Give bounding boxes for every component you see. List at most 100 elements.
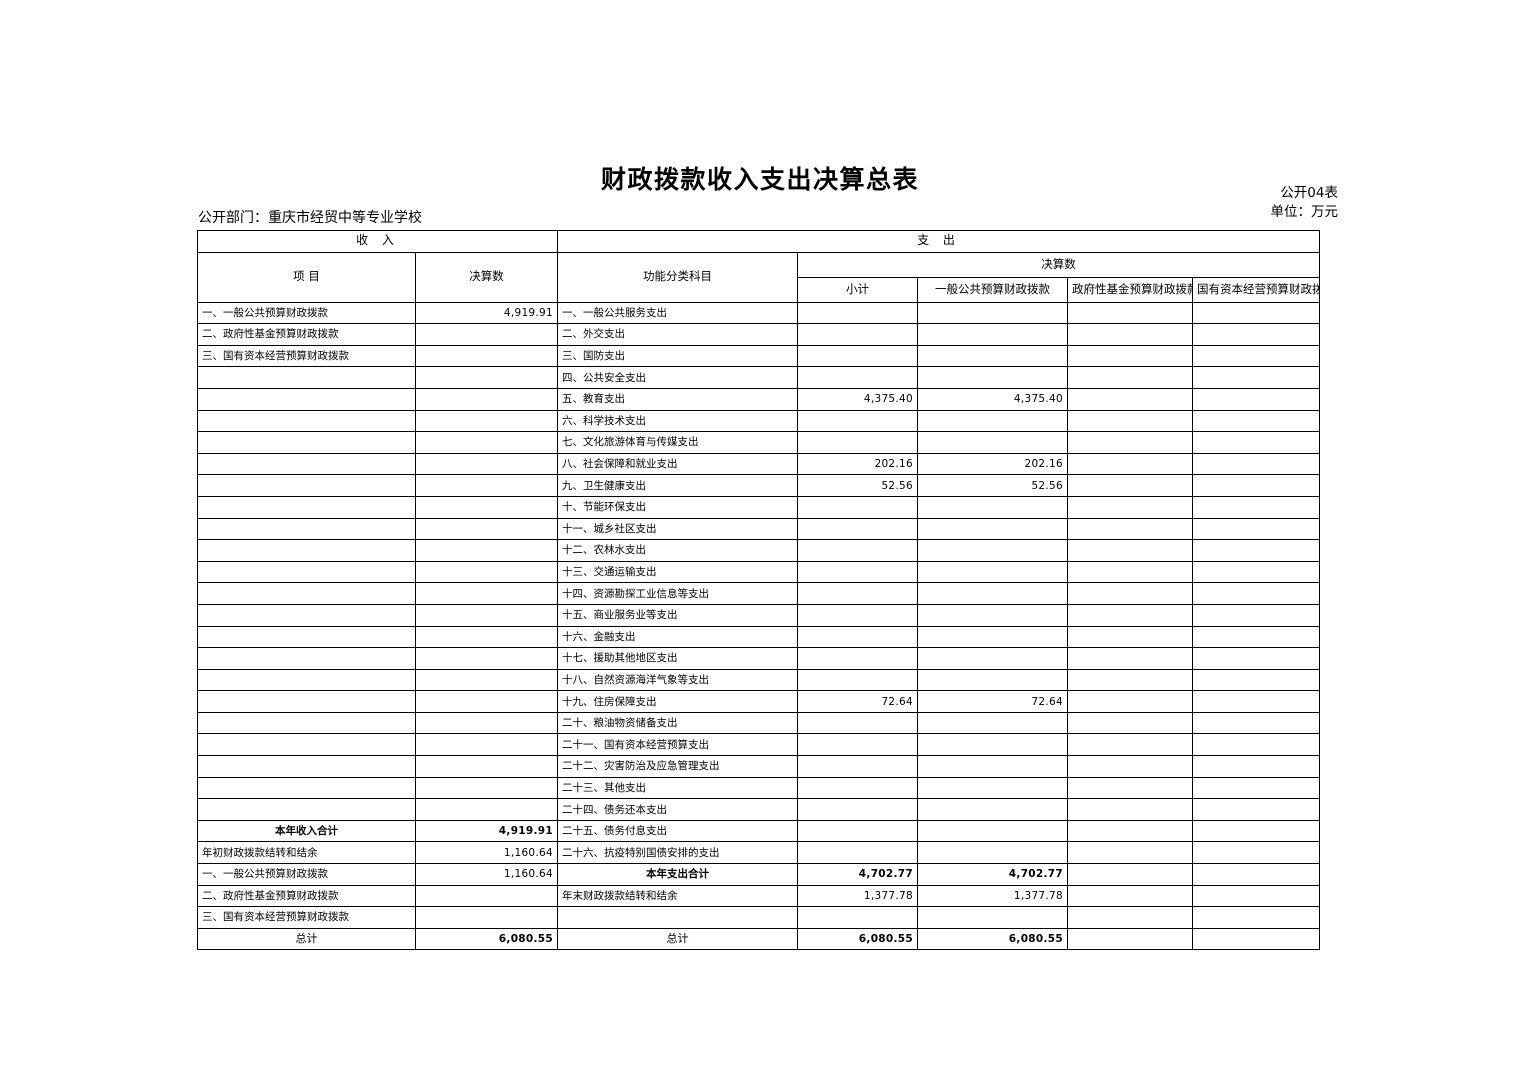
cell-state-capital-budget — [1192, 819, 1321, 843]
cell-subtotal — [797, 733, 919, 757]
total-income-value: 6,080.55 — [414, 927, 559, 951]
table-row: 二十、粮油物资储备支出 — [197, 711, 1321, 735]
cell-income-item: 二、政府性基金预算财政拨款 — [197, 323, 416, 346]
cell-subtotal — [797, 841, 919, 865]
cell-gov-fund-budget — [1067, 668, 1194, 692]
cell-subtotal — [797, 409, 919, 433]
page-title: 财政拨款收入支出决算总表 — [600, 165, 919, 194]
cell-income-item — [197, 452, 416, 476]
cell-gov-fund-budget — [1067, 431, 1194, 454]
cell-expenditure-item: 十三、交通运输支出 — [557, 560, 799, 584]
table-row: 二、政府性基金预算财政拨款 年末财政拨款结转和结余 1,377.78 1,377.78 — [197, 884, 1321, 908]
cell-subtotal — [797, 906, 919, 929]
cell-income-item — [197, 409, 416, 433]
cell-expenditure-item: 八、社会保障和就业支出 — [557, 452, 799, 476]
cell-income-value — [414, 776, 559, 800]
cell-income-item: 二、政府性基金预算财政拨款 — [197, 884, 416, 908]
fiscal-appropriation-table: 收 入 支 出 项 目 决算数 功能分类科目 决算数 小计 一般公共预算财政拨款… — [196, 230, 1321, 951]
cell-state-capital-budget — [1192, 560, 1321, 584]
cell-income-item: 三、国有资本经营预算财政拨款 — [197, 906, 416, 929]
cell-general-public-budget — [917, 539, 1069, 562]
cell-income-item — [197, 690, 416, 713]
cell-income-item — [197, 366, 416, 389]
cell-gov-fund-budget — [1067, 841, 1194, 865]
cell-expenditure-item: 十二、农林水支出 — [557, 539, 799, 562]
table-row: 一、一般公共预算财政拨款 4,919.91 一、一般公共服务支出 — [197, 301, 1321, 325]
cell-income-value — [414, 452, 559, 476]
column-header-row-2: 小计 一般公共预算财政拨款 政府性基金预算财政拨款 国有资本经营预算财政拨款 — [198, 276, 1321, 303]
total-income-label: 总计 — [197, 927, 416, 951]
cell-gov-fund-budget — [1067, 625, 1194, 649]
cell-income-item — [197, 539, 416, 562]
cell-general-public-budget — [917, 625, 1069, 649]
cell-income-value — [414, 906, 559, 929]
table-row: 二、政府性基金预算财政拨款 二、外交支出 — [197, 323, 1321, 346]
cell-general-public-budget — [917, 323, 1069, 346]
cell-gov-fund-budget — [1067, 798, 1194, 821]
group-header-expenditure: 支 出 — [557, 230, 1321, 253]
cell-state-capital-budget — [1192, 603, 1321, 627]
cell-income-item: 三、国有资本经营预算财政拨款 — [197, 344, 416, 368]
cell-subtotal — [797, 539, 919, 562]
cell-gov-fund-budget — [1067, 690, 1194, 713]
cell-general-public-budget — [917, 517, 1069, 541]
table-row: 十一、城乡社区支出 — [197, 517, 1321, 541]
cell-subtotal: 4,702.77 — [797, 863, 919, 886]
table-row: 十八、自然资源海洋气象等支出 — [197, 668, 1321, 692]
cell-general-public-budget: 4,375.40 — [917, 387, 1069, 411]
cell-subtotal — [797, 603, 919, 627]
table-row: 十七、援助其他地区支出 — [197, 647, 1321, 670]
cell-gov-fund-budget — [1067, 539, 1194, 562]
cell-gov-fund-budget — [1067, 863, 1194, 886]
cell-income-item — [197, 431, 416, 454]
cell-general-public-budget — [917, 560, 1069, 584]
cell-subtotal — [797, 647, 919, 670]
cell-income-value — [414, 668, 559, 692]
cell-gov-fund-budget — [1067, 884, 1194, 908]
cell-gov-fund-budget — [1067, 409, 1194, 433]
cell-expenditure-item: 年末财政拨款结转和结余 — [557, 884, 799, 908]
cell-gov-fund-budget — [1067, 452, 1194, 476]
cell-subtotal — [797, 560, 919, 584]
cell-gov-fund-budget — [1067, 776, 1194, 800]
cell-state-capital-budget — [1192, 690, 1321, 713]
cell-state-capital-budget — [1192, 863, 1321, 886]
total-general-public-budget: 6,080.55 — [917, 927, 1069, 951]
cell-income-item — [197, 560, 416, 584]
cell-gov-fund-budget — [1067, 647, 1194, 670]
cell-subtotal — [797, 755, 919, 778]
table-row: 十三、交通运输支出 — [197, 560, 1321, 584]
cell-subtotal — [797, 668, 919, 692]
cell-subtotal: 1,377.78 — [797, 884, 919, 908]
cell-expenditure-item: 二十四、债务还本支出 — [557, 798, 799, 821]
cell-expenditure-item: 十八、自然资源海洋气象等支出 — [557, 668, 799, 692]
cell-income-item — [197, 603, 416, 627]
cell-gov-fund-budget — [1067, 906, 1194, 929]
cell-expenditure-item: 十六、金融支出 — [557, 625, 799, 649]
cell-income-value — [414, 539, 559, 562]
cell-general-public-budget — [917, 841, 1069, 865]
cell-state-capital-budget — [1192, 798, 1321, 821]
cell-subtotal — [797, 517, 919, 541]
cell-income-value — [414, 387, 559, 411]
cell-state-capital-budget — [1192, 301, 1321, 325]
cell-income-value — [414, 495, 559, 519]
table-row: 六、科学技术支出 — [197, 409, 1321, 433]
cell-income-item — [197, 711, 416, 735]
col-header-gov-fund-budget: 政府性基金预算财政拨款 — [1067, 276, 1194, 303]
cell-income-value — [414, 711, 559, 735]
cell-general-public-budget: 202.16 — [917, 452, 1069, 476]
cell-income-value — [414, 798, 559, 821]
cell-state-capital-budget — [1192, 582, 1321, 605]
table-row: 十六、金融支出 — [197, 625, 1321, 649]
cell-income-item: 本年收入合计 — [197, 819, 416, 843]
cell-income-value: 4,919.91 — [414, 301, 559, 325]
cell-subtotal — [797, 301, 919, 325]
cell-state-capital-budget — [1192, 452, 1321, 476]
cell-state-capital-budget — [1192, 625, 1321, 649]
table-body: 一、一般公共预算财政拨款 4,919.91 一、一般公共服务支出 二、政府性基金预算财… — [197, 301, 1321, 951]
cell-state-capital-budget — [1192, 409, 1321, 433]
cell-expenditure-item: 二十一、国有资本经营预算支出 — [557, 733, 799, 757]
cell-subtotal: 202.16 — [797, 452, 919, 476]
